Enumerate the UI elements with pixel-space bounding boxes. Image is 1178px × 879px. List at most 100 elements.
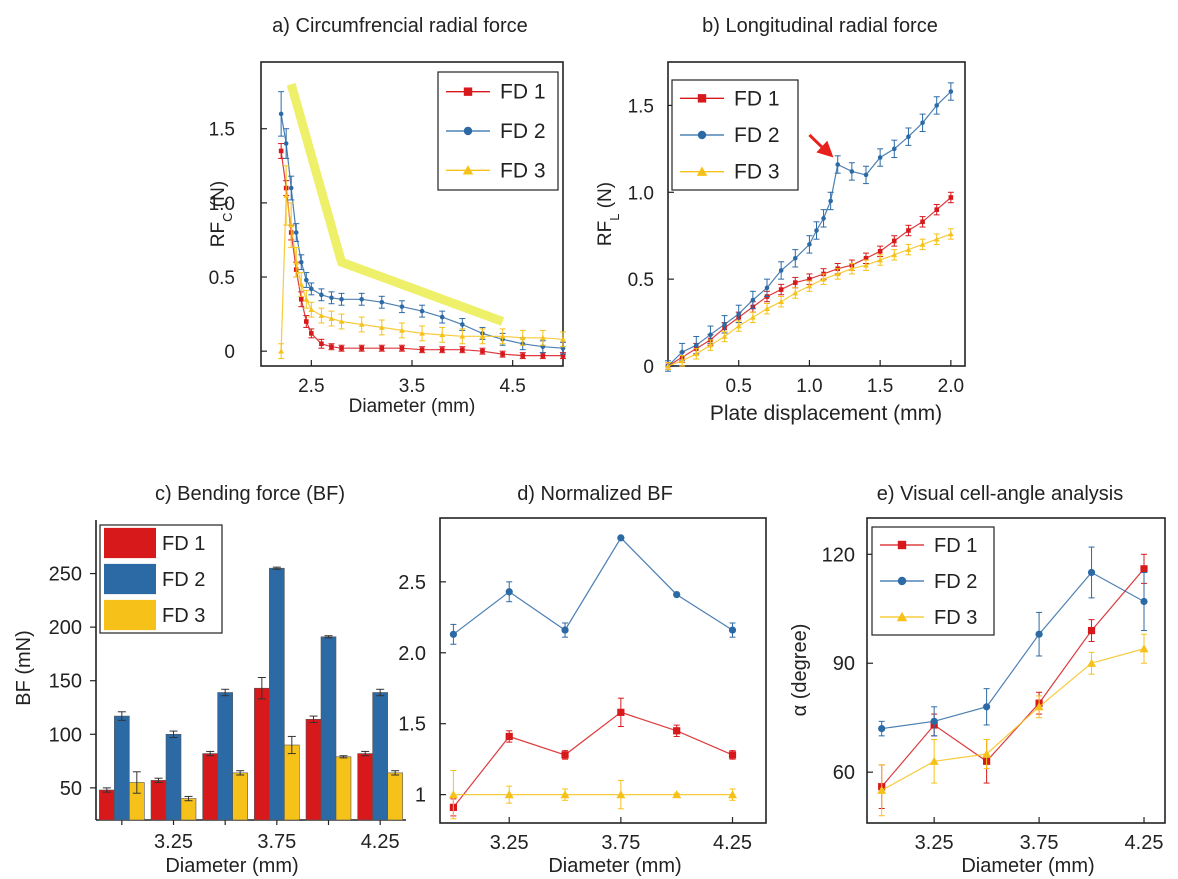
panel-c-y-tick-label: 100 [49,724,82,746]
panel-a-point-fd-1 [359,345,364,351]
panel-d-point-fd-2 [561,626,569,634]
panel-c-y-ticks: 50 100 150 200 250 [49,564,96,800]
panel-d-y-tick-label: 2.0 [398,643,426,665]
panel-b-point-fd-1 [792,280,798,285]
panel-a-highlight-line [286,83,505,326]
panel-a-legend-marker-fd-3 [462,165,474,175]
panel-a-point-fd-2 [419,308,425,314]
panel-a-y-label-unit: (N) [208,181,229,213]
panel-e-y-tick-label: 60 [833,762,855,784]
panel-b-point-fd-2 [934,103,940,108]
panel-b-y-ticks: 0 0.5 1.0 1.5 [628,96,674,378]
panel-a-point-fd-3 [298,281,305,287]
panel-b-point-fd-3 [665,363,671,369]
panel-b-point-fd-2 [693,342,699,348]
panel-d-point-fd-3 [560,790,570,799]
panel-b-point-fd-3 [905,246,912,252]
panel-b-y-axis-label: RFL (N) [595,182,622,246]
panel-a-legend: FD 1 FD 2 FD 3 [437,71,559,191]
panel-d-point-fd-3 [728,790,738,799]
panel-a-y-ticks: 0 0.5 1.0 1.5 [209,120,267,363]
panel-e-point-fd-3 [982,749,992,758]
panel-e-line-fd-2 [881,571,1145,730]
panel-b-legend-label-fd-1: FD 1 [734,87,780,110]
panel-a-legend-label-fd-1: FD 1 [500,81,546,104]
panel-d-x-tick-label: 4.25 [713,832,752,854]
panel-a-point-fd-1 [309,331,314,336]
panel-d-y-tick-label: 2.5 [398,572,426,594]
panel-d-point-fd-1 [728,751,737,759]
panel-b-point-fd-1 [891,238,897,244]
panel-a-point-fd-1 [329,344,334,350]
panel-b-title: b) Longitudinal radial force [702,15,938,37]
panel-a-point-fd-2 [460,322,465,327]
panel-d-point-fd-2 [673,591,681,599]
panel-a-legend-label-fd-2: FD 2 [500,120,546,143]
panel-a-point-fd-2 [304,277,309,283]
panel-a-point-fd-3 [499,333,506,339]
panel-a-point-fd-3 [328,315,335,321]
panel-b-y-tick-label: 0 [643,357,654,378]
panel-b-point-fd-3 [891,251,898,258]
panel-e-y-axis-label: α (degree) [789,624,811,717]
panel-c-bar-fd-2 [320,636,337,821]
panel-e-legend-label-fd-1: FD 1 [934,535,977,557]
panel-a-point-fd-1 [399,345,405,351]
panel-c-legend-label-fd-1: FD 1 [162,533,205,555]
panel-e-legend-marker-fd-1 [897,540,907,550]
panel-b-point-fd-3 [778,298,785,305]
panel-a-point-fd-1 [560,353,566,358]
panel-e-x-tick-label: 3.25 [915,832,954,854]
panel-b-point-fd-3 [679,357,686,364]
panel-c-bar-fd-3 [335,756,352,821]
panel-b-point-fd-3 [693,350,700,357]
panel-b-y-tick-label: 0.5 [628,270,654,291]
panel-d-series-fd-3 [448,770,738,820]
panel-c-legend-swatch-fd-3 [104,599,156,631]
panel-c-bar-fd-2 [165,733,182,821]
panel-c-legend-swatch-fd-2 [104,563,156,595]
panel-a-point-fd-3 [358,321,365,327]
panel-d-point-fd-3 [504,790,514,799]
panel-d-point-fd-1 [505,732,513,741]
panel-b-point-fd-1 [778,287,784,292]
panel-a-series-fd-3 [278,165,566,360]
panel-a-point-fd-3 [338,318,345,324]
panel-d-x-ticks: 3.25 3.75 4.25 [490,817,752,854]
panel-a-point-fd-1 [540,353,546,358]
panel-b-point-fd-3 [848,265,855,272]
panel-b-annotation [808,133,834,158]
panel-a-point-fd-1 [304,319,309,324]
panel-a-x-tick-label: 4.5 [499,376,525,397]
panel-c-bar-fd-1 [305,718,322,821]
panel-b-series-fd-3 [665,228,954,370]
panel-b-point-fd-1 [877,249,883,254]
panel-b-point-fd-1 [934,207,940,212]
panel-e-x-tick-label: 4.25 [1125,832,1164,854]
panel-b-point-fd-2 [814,228,819,233]
panel-a-point-fd-1 [339,345,344,351]
panel-b-point-fd-2 [778,268,784,273]
panel-c-bar-fd-3 [387,772,403,821]
panel-b-y-label-sub: L [607,214,622,221]
panel-b-point-fd-2 [807,242,812,247]
panel-a-point-fd-2 [283,141,289,146]
panel-b-plot-frame [667,61,966,367]
panel-a-series [278,91,566,360]
panel-e-title: e) Visual cell-angle analysis [877,483,1123,505]
panel-c-y-tick-label: 50 [60,778,82,800]
panel-b-point-fd-3 [919,241,926,247]
panel-b-point-fd-3 [764,305,770,311]
panel-e-point-fd-2 [1087,568,1096,577]
panel-b-point-fd-2 [764,285,770,291]
panel-b-legend: FD 1 FD 2 FD 3 [671,79,799,191]
panel-b-point-fd-2 [736,311,742,317]
panel-a-point-fd-1 [319,341,324,347]
panel-a-point-fd-3 [399,327,405,333]
panel-b-y-tick-label: 1.5 [628,96,654,117]
panel-c-bar-fd-2 [372,692,388,821]
panel-d-y-tick-label: 1 [415,785,426,807]
panel-e-series-fd-3 [877,633,1149,817]
panel-e-x-tick-label: 3.75 [1020,832,1059,854]
